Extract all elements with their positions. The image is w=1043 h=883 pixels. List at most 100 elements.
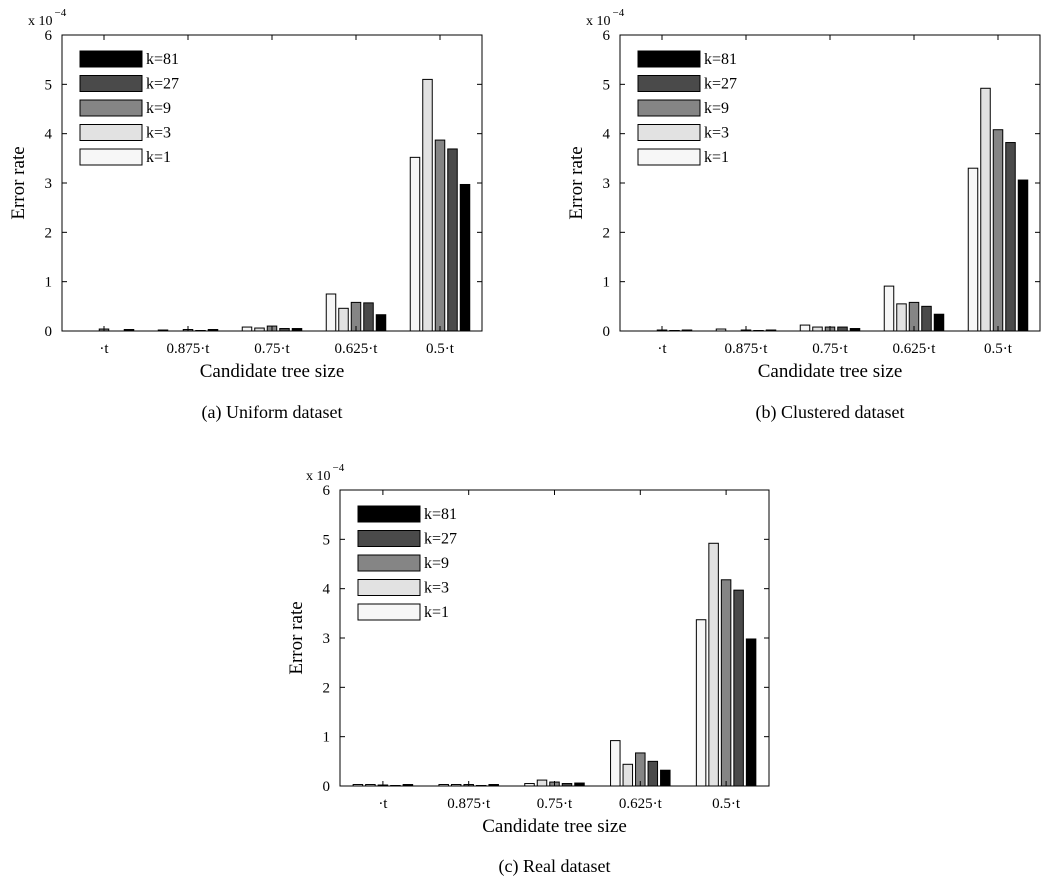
x-tick-label: 0.625·t	[335, 341, 379, 357]
bar-k=81-4	[933, 313, 945, 332]
bar-k=27-5	[447, 148, 458, 332]
y-axis-label: Error rate	[286, 601, 307, 674]
x-tick-label: 0.5·t	[426, 341, 455, 357]
legend-swatch-k=3	[637, 124, 701, 141]
bar-k=1-5	[967, 167, 979, 332]
legend-label-k=81: k=81	[424, 506, 457, 523]
legend-swatch-k=1	[357, 603, 421, 621]
y-scale-multiplier: x 10−4	[586, 7, 625, 29]
panel-caption: (b) Clustered dataset	[756, 402, 905, 423]
bar-k=3-3	[812, 326, 823, 332]
legend-label-k=9: k=9	[146, 100, 171, 117]
bar-k=9-5	[992, 129, 1004, 332]
legend-label-k=1: k=1	[704, 149, 729, 166]
y-tick-label: 1	[45, 275, 53, 291]
x-tick-label: 0.75·t	[812, 341, 848, 357]
x-tick-label: 0.875·t	[167, 341, 211, 357]
bars	[352, 542, 757, 787]
legend-swatch-k=3	[357, 579, 421, 596]
legend-label-k=3: k=3	[146, 125, 171, 142]
legend-swatch-k=27	[637, 75, 701, 92]
bar-k=81-5	[745, 638, 757, 787]
legend-label-k=27: k=27	[146, 76, 179, 93]
y-tick-label: 2	[603, 225, 611, 241]
y-scale-base: x 10	[586, 14, 611, 29]
y-tick-label: 5	[323, 532, 331, 548]
x-axis-label: Candidate tree size	[758, 361, 903, 382]
legend-label-k=81: k=81	[146, 51, 179, 68]
legend: k=81 k=27 k=9 k=3 k=1	[79, 50, 179, 166]
bar-k=27-3	[837, 326, 848, 332]
x-tick-label: 0.875·t	[447, 796, 491, 812]
y-tick-label: 0	[323, 779, 331, 795]
legend-swatch-k=81	[79, 50, 143, 68]
y-tick-label: 2	[45, 225, 53, 241]
y-scale-base: x 10	[28, 14, 53, 29]
y-scale-exponent: −4	[613, 7, 625, 19]
bar-k=81-4	[375, 314, 387, 332]
legend: k=81 k=27 k=9 k=3 k=1	[637, 50, 737, 166]
legend-swatch-k=3	[79, 124, 143, 141]
bar-k=3-4	[896, 303, 907, 332]
y-scale-multiplier: x 10−4	[28, 7, 67, 29]
x-tick-label: 0.875·t	[725, 341, 769, 357]
y-tick-label: 5	[45, 77, 53, 93]
y-tick-label: 0	[603, 324, 611, 340]
x-axis-label: Candidate tree size	[200, 361, 345, 382]
y-tick-label: 1	[323, 730, 331, 746]
x-tick-label: 0.75·t	[254, 341, 290, 357]
y-scale-multiplier: x 10−4	[306, 462, 345, 484]
legend-swatch-k=9	[357, 554, 421, 572]
x-tick-label: ·t	[99, 341, 109, 357]
x-tick-label: 0.625·t	[893, 341, 937, 357]
y-tick-label: 5	[603, 77, 611, 93]
bar-k=27-4	[921, 305, 932, 332]
chart-panel-3: 0 1 2 3 4 5 6 ·t 0.875·t 0.75·t 0.625·t 0.5·t Candid…	[286, 462, 770, 877]
legend-label-k=3: k=3	[424, 580, 449, 597]
legend-swatch-k=81	[637, 50, 701, 68]
x-tick-label: ·t	[378, 796, 388, 812]
bar-k=1-3	[799, 324, 811, 332]
y-scale-base: x 10	[306, 469, 331, 484]
legend-label-k=27: k=27	[704, 76, 737, 93]
legend-swatch-k=1	[637, 148, 701, 166]
x-axis-label: Candidate tree size	[482, 816, 627, 837]
y-tick-label: 2	[323, 680, 331, 696]
bar-k=3-5	[708, 542, 719, 787]
bar-k=81-5	[1017, 179, 1029, 332]
legend-swatch-k=9	[79, 99, 143, 117]
panel-caption: (c) Real dataset	[499, 856, 611, 877]
legend-label-k=27: k=27	[424, 531, 457, 548]
bar-k=3-3	[536, 779, 548, 787]
bar-k=9-5	[434, 139, 446, 332]
legend-label-k=81: k=81	[704, 51, 737, 68]
chart-panel-2: 0 1 2 3 4 5 6 ·t 0.875·t 0.75·t 0.625·t 0.5·t Candid…	[566, 7, 1041, 423]
panel-caption: (a) Uniform dataset	[202, 402, 343, 423]
legend-swatch-k=9	[637, 99, 701, 117]
bar-k=27-5	[733, 589, 744, 787]
bars	[98, 78, 471, 332]
bar-k=27-4	[647, 760, 659, 787]
y-tick-label: 4	[45, 127, 53, 143]
legend-swatch-k=1	[79, 148, 143, 166]
y-scale-exponent: −4	[55, 7, 67, 19]
bar-k=1-3	[241, 326, 253, 332]
y-tick-label: 4	[603, 127, 611, 143]
bars	[656, 87, 1029, 332]
legend: k=81 k=27 k=9 k=3 k=1	[357, 505, 457, 621]
legend-label-k=3: k=3	[704, 125, 729, 142]
legend-label-k=1: k=1	[146, 149, 171, 166]
y-tick-label: 6	[323, 483, 331, 499]
bar-k=81-4	[660, 769, 671, 787]
legend-label-k=9: k=9	[424, 555, 449, 572]
bar-k=27-4	[363, 302, 374, 332]
x-tick-label: 0.5·t	[712, 796, 741, 812]
y-tick-label: 3	[323, 631, 331, 647]
y-tick-label: 4	[323, 582, 331, 598]
y-tick-label: 6	[45, 28, 53, 44]
y-tick-label: 6	[603, 28, 611, 44]
y-tick-label: 3	[45, 176, 53, 192]
bar-k=1-5	[695, 619, 707, 787]
chart-panel-1: 0 1 2 3 4 5 6 ·t 0.875·t 0.75·t 0.625·t 0.5·t Candid…	[8, 7, 483, 423]
